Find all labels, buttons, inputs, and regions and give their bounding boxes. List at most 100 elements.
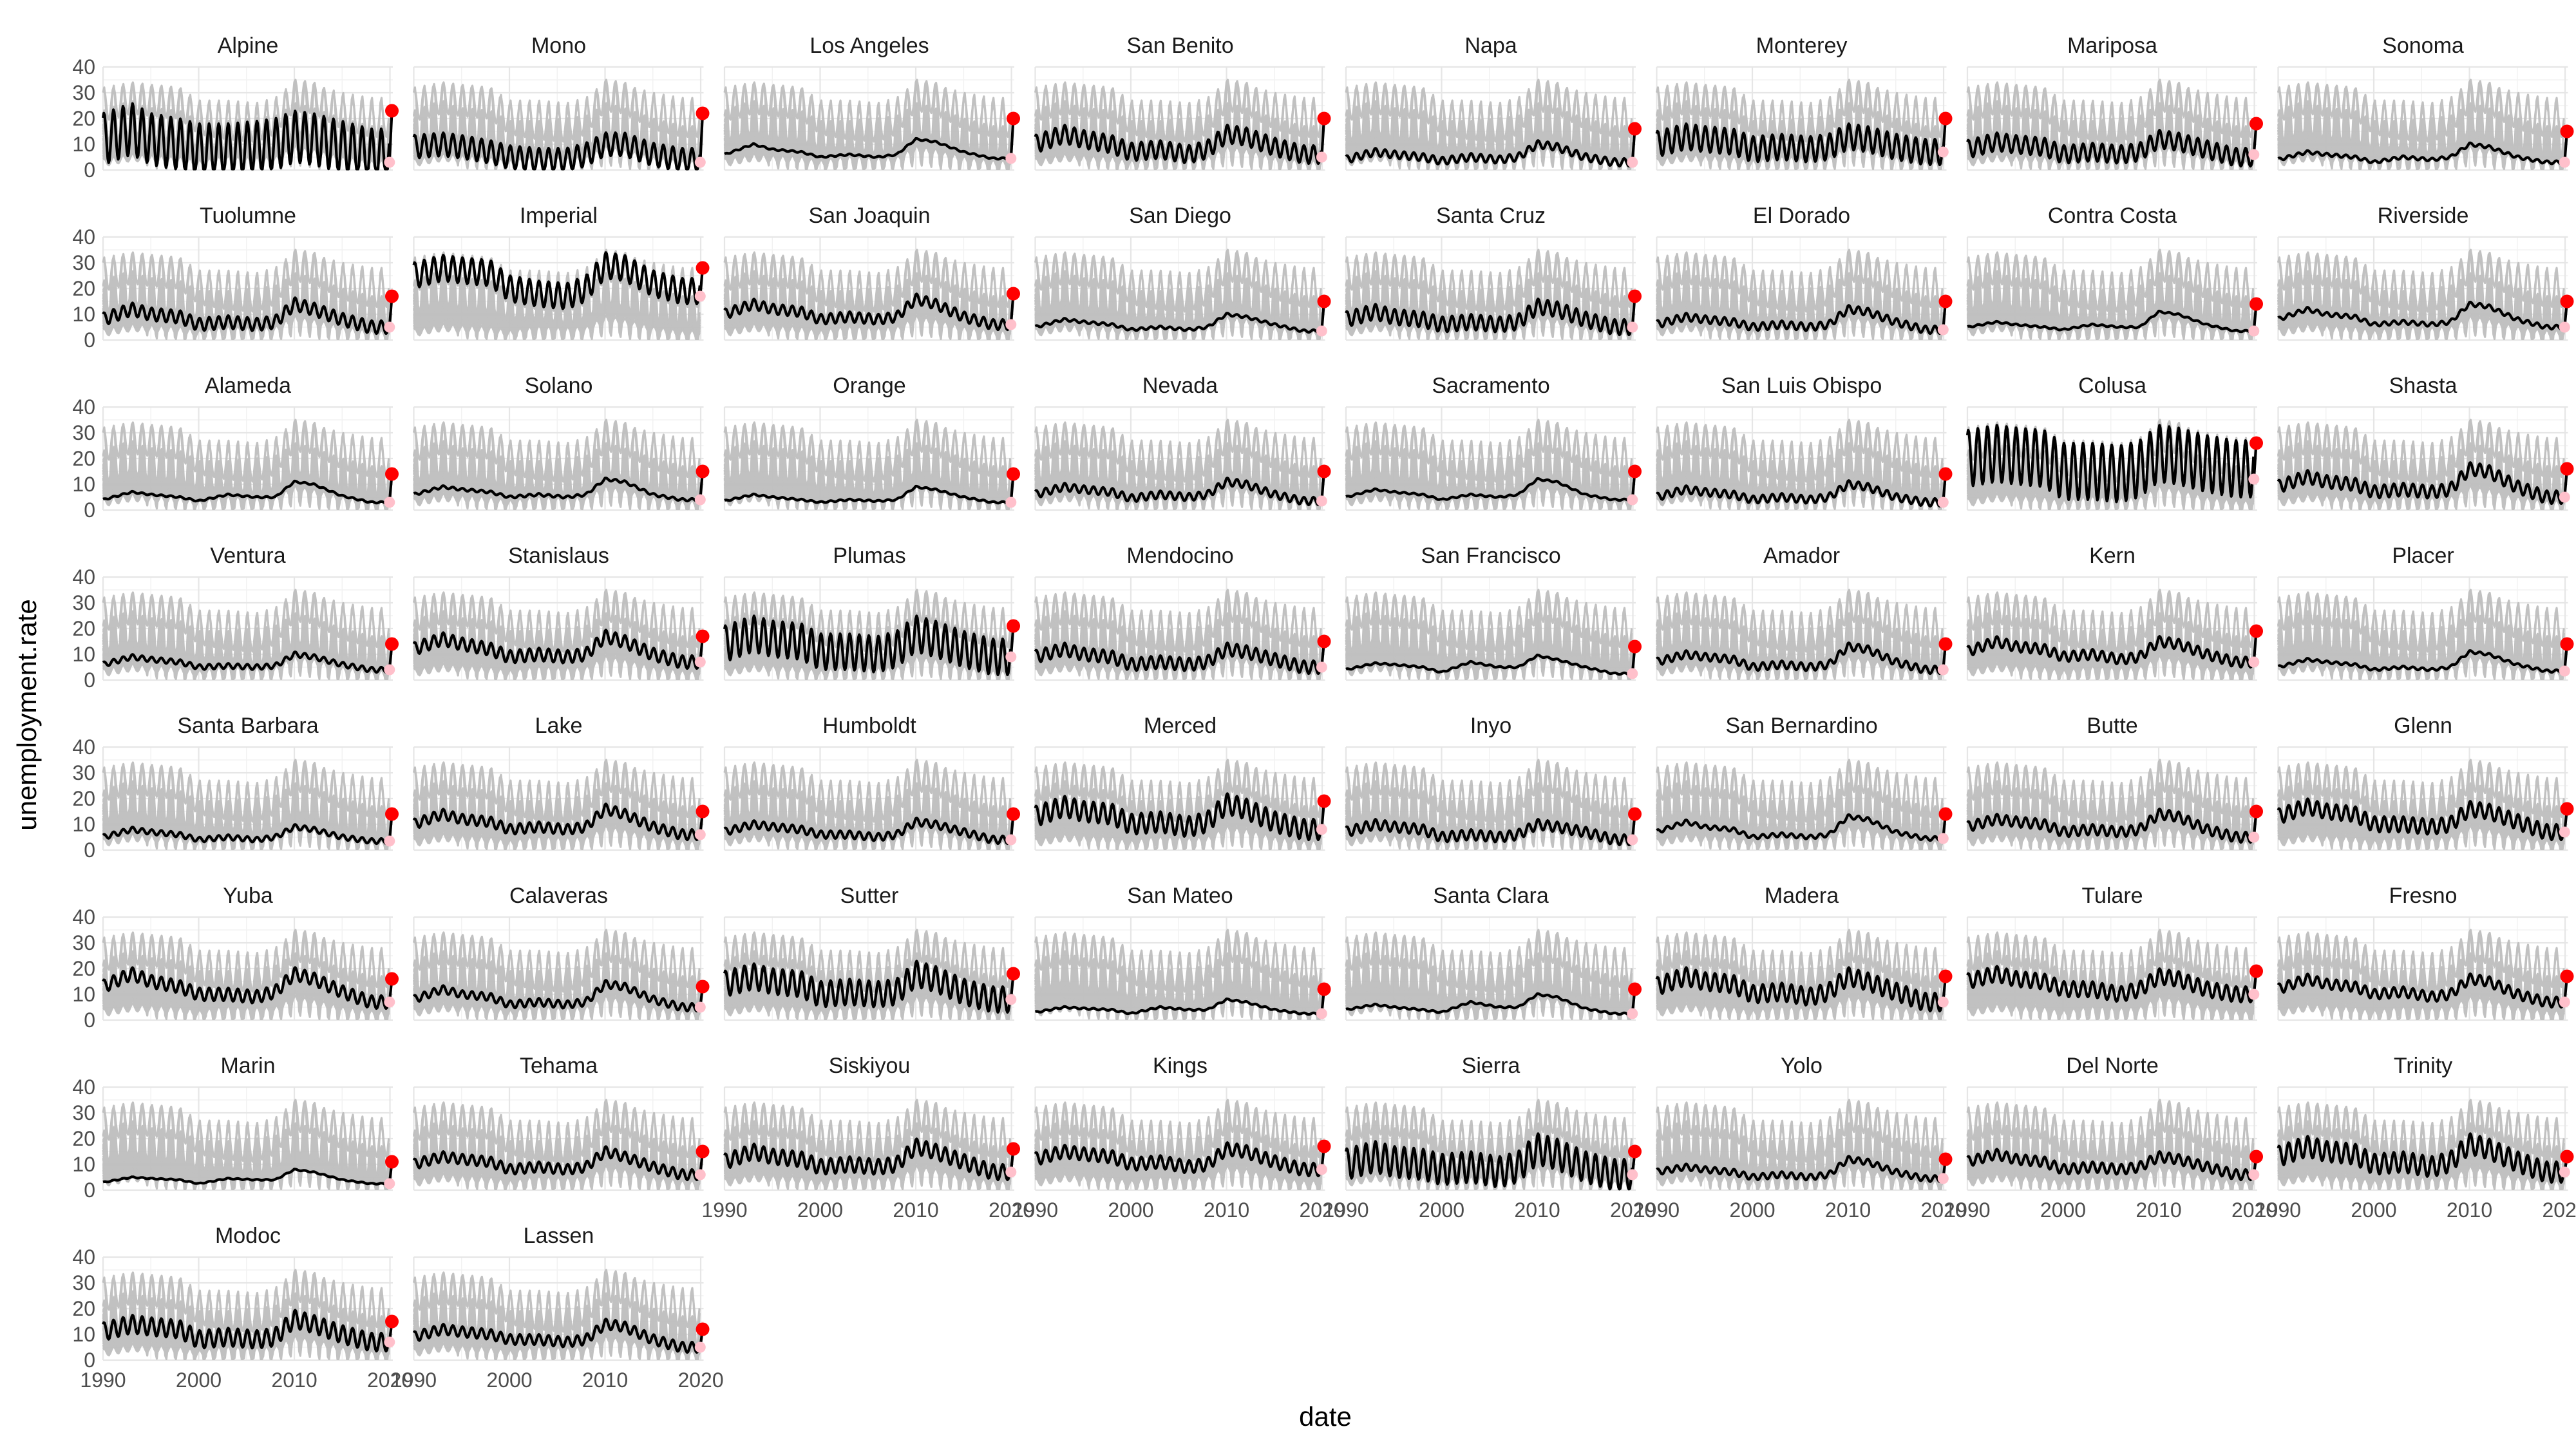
latest-value-point [1318, 112, 1331, 126]
previous-value-point [384, 836, 395, 847]
facet-title: Kings [1153, 1054, 1208, 1078]
facet-title: Santa Cruz [1436, 204, 1546, 228]
latest-value-point [1318, 983, 1331, 996]
y-tick-label: 30 [72, 421, 95, 444]
x-tick-label: 2010 [582, 1368, 628, 1392]
facet-title: Riverside [2378, 204, 2469, 228]
facet-title: Yolo [1781, 1054, 1823, 1078]
x-tick-label: 2000 [2040, 1198, 2086, 1222]
latest-value-point [1007, 112, 1020, 126]
previous-value-point [1316, 1164, 1327, 1175]
y-tick-label: 10 [72, 133, 95, 156]
x-tick-label: 1990 [1944, 1198, 1990, 1222]
y-tick-label: 40 [72, 1075, 95, 1099]
facet-title: Solano [525, 374, 593, 398]
facet-title: Contra Costa [2048, 204, 2177, 228]
previous-value-point [695, 657, 706, 668]
x-tick-label: 2000 [176, 1368, 222, 1392]
previous-value-point [2248, 149, 2259, 160]
latest-value-point [1628, 465, 1642, 478]
latest-value-point [1318, 635, 1331, 649]
previous-value-point [1005, 835, 1016, 846]
latest-value-point [1007, 468, 1020, 481]
previous-value-point [1938, 833, 1949, 844]
latest-value-point [2249, 965, 2263, 978]
facet-title: Alameda [205, 374, 291, 398]
latest-value-point [1007, 287, 1020, 301]
y-tick-label: 10 [72, 303, 95, 326]
facet-title: Calaveras [509, 884, 608, 908]
latest-value-point [1939, 970, 1953, 983]
previous-value-point [2248, 989, 2259, 1000]
previous-value-point [1627, 835, 1638, 846]
facet-title: Napa [1464, 33, 1517, 58]
facet-title: Nevada [1142, 374, 1218, 398]
latest-value-point [385, 638, 399, 651]
previous-value-point [1005, 497, 1016, 508]
previous-value-point [384, 322, 395, 333]
facet-title: Santa Barbara [177, 714, 318, 738]
previous-value-point [384, 997, 395, 1008]
facet-title: San Francisco [1421, 544, 1560, 568]
y-tick-label: 40 [72, 395, 95, 419]
latest-value-point [385, 1315, 399, 1329]
x-tick-label: 2010 [893, 1198, 938, 1222]
latest-value-point [1007, 808, 1020, 821]
previous-value-point [695, 829, 706, 840]
x-tick-label: 2000 [1729, 1198, 1775, 1222]
y-tick-label: 30 [72, 1271, 95, 1294]
x-tick-label: 1990 [80, 1368, 126, 1392]
latest-value-point [696, 805, 710, 819]
facet-title: Mariposa [2067, 33, 2157, 58]
facet-title: Plumas [833, 544, 905, 568]
facet-title: Monterey [1756, 33, 1848, 58]
previous-value-point [1938, 325, 1949, 336]
facet-title: Merced [1144, 714, 1217, 738]
latest-value-point [696, 630, 710, 643]
latest-value-point [385, 290, 399, 303]
latest-value-point [1628, 983, 1642, 996]
facet-title: San Luis Obispo [1721, 374, 1882, 398]
latest-value-point [2561, 1150, 2574, 1164]
facet-title: Shasta [2389, 374, 2458, 398]
x-tick-label: 1990 [701, 1198, 747, 1222]
latest-value-point [1939, 808, 1953, 821]
y-tick-label: 20 [72, 957, 95, 980]
x-tick-label: 2020 [677, 1368, 723, 1392]
y-tick-label: 40 [72, 565, 95, 589]
latest-value-point [385, 808, 399, 821]
facet-title: Colusa [2078, 374, 2146, 398]
latest-value-point [1939, 638, 1953, 651]
facet-title: Lassen [524, 1224, 594, 1248]
latest-value-point [2561, 295, 2574, 308]
x-tick-label: 1990 [1012, 1198, 1058, 1222]
previous-value-point [384, 1179, 395, 1189]
x-tick-label: 1990 [1634, 1198, 1680, 1222]
x-tick-label: 2000 [486, 1368, 532, 1392]
latest-value-point [1628, 808, 1642, 821]
facet-title: Placer [2392, 544, 2454, 568]
y-tick-label: 20 [72, 617, 95, 640]
facet-title: Tulare [2081, 884, 2143, 908]
previous-value-point [2559, 827, 2570, 838]
latest-value-point [1939, 468, 1953, 481]
latest-value-point [2561, 970, 2574, 983]
facet-title: Los Angeles [810, 33, 929, 58]
previous-value-point [2559, 157, 2570, 168]
previous-value-point [1938, 665, 1949, 676]
y-tick-label: 40 [72, 225, 95, 249]
x-tick-label: 2010 [1204, 1198, 1249, 1222]
previous-value-point [695, 157, 706, 168]
previous-value-point [384, 1337, 395, 1348]
y-tick-label: 20 [72, 107, 95, 130]
y-tick-label: 30 [72, 251, 95, 274]
latest-value-point [696, 1145, 710, 1159]
facet-title: Modoc [215, 1224, 281, 1248]
facet-title: Glenn [2394, 714, 2452, 738]
latest-value-point [696, 261, 710, 275]
facet-title: Sacramento [1432, 374, 1549, 398]
x-tick-label: 1990 [391, 1368, 437, 1392]
facet-title: El Dorado [1753, 204, 1850, 228]
y-tick-label: 10 [72, 983, 95, 1006]
